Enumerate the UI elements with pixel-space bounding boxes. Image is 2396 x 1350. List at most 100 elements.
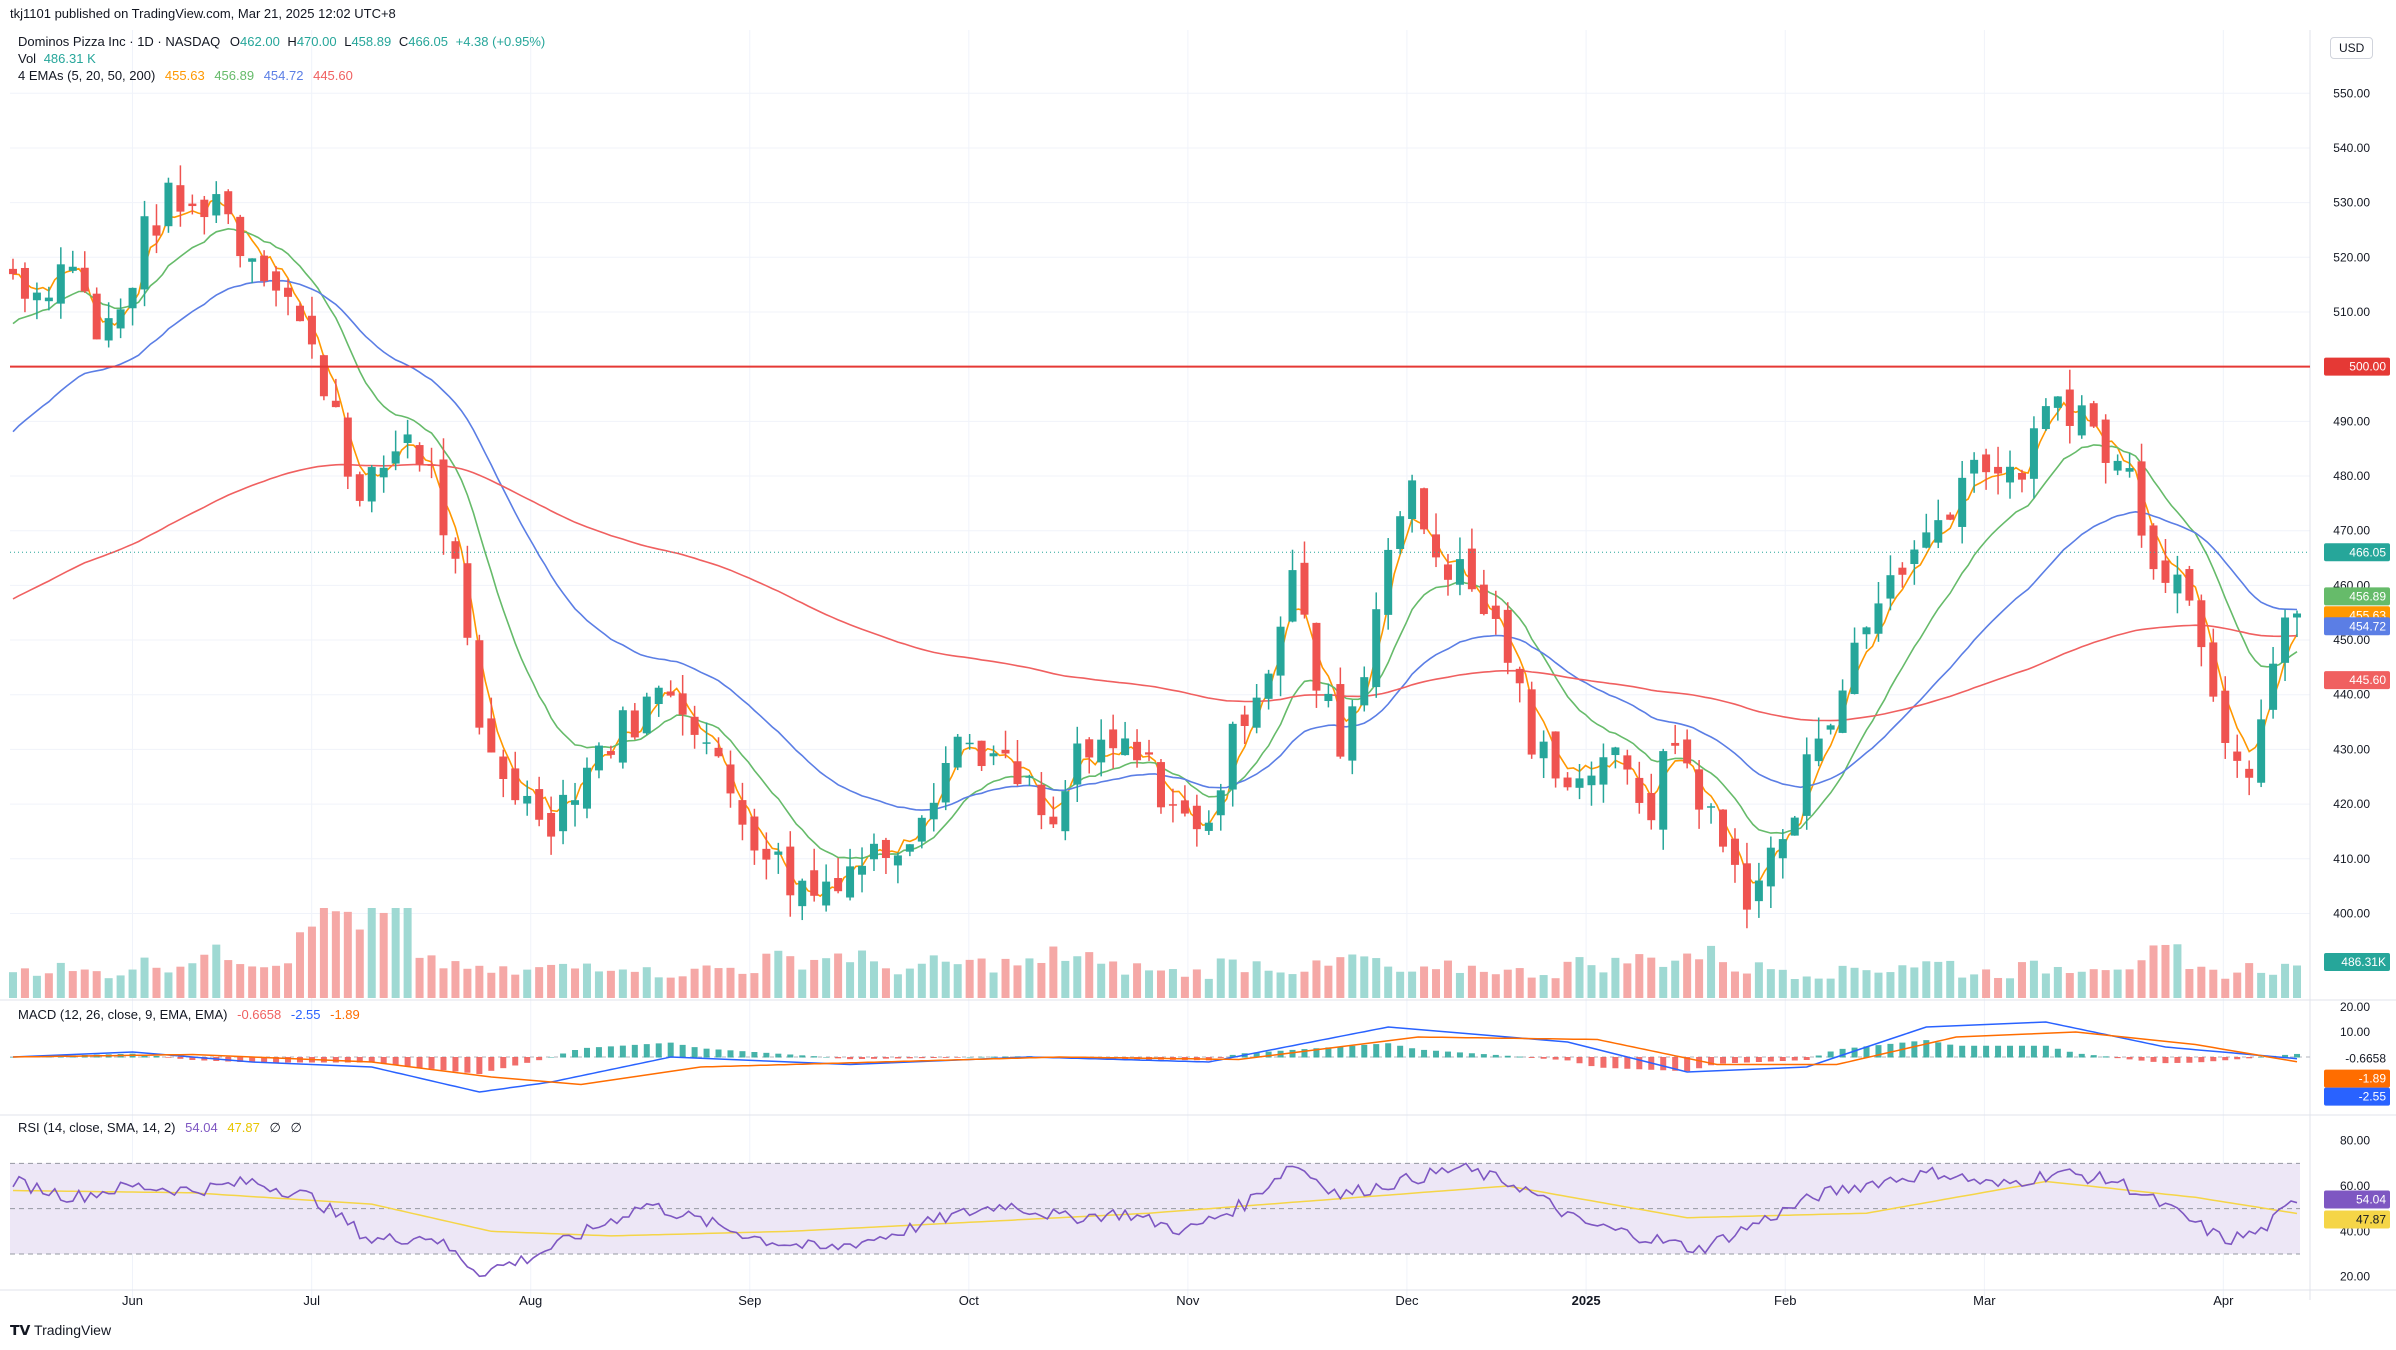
volume-bar: [523, 969, 532, 998]
macd-histogram-bar: [9, 1057, 16, 1058]
candle-body: [164, 182, 173, 227]
macd-histogram-bar: [1803, 1057, 1810, 1060]
candle-body: [1946, 514, 1955, 520]
macd-histogram-bar: [1265, 1051, 1272, 1058]
volume-bar: [140, 957, 149, 998]
volume-bar: [786, 956, 795, 998]
volume-bar: [905, 968, 914, 998]
tag-macd-signal-bg: [2324, 1069, 2390, 1088]
macd-histogram-bar: [1421, 1049, 1428, 1058]
candle-body: [1240, 714, 1249, 727]
volume-bar: [1599, 972, 1608, 998]
ema5-line: [12, 198, 2298, 898]
candle-body: [1539, 741, 1548, 759]
candle-body: [666, 691, 675, 696]
macd-histogram-bar: [2054, 1048, 2061, 1058]
candle-body: [1778, 839, 1787, 859]
candle-body: [834, 878, 843, 892]
tradingview-logo[interactable]: 𝗧𝗩 TradingView: [10, 1322, 111, 1339]
macd-histogram-bar: [2126, 1057, 2133, 1060]
time-tick-label: Feb: [1774, 1293, 1796, 1308]
ohlc-open-label: O: [229, 34, 241, 49]
macd-histogram-bar: [2282, 1054, 2289, 1058]
macd-histogram-bar: [1588, 1057, 1595, 1067]
candles[interactable]: [8, 165, 2302, 929]
volume-bar: [2197, 966, 2206, 998]
volume-bars: [8, 908, 2302, 998]
currency-button[interactable]: USD: [2330, 37, 2374, 59]
volume-bar: [1910, 967, 1919, 998]
candle-body: [606, 751, 615, 755]
volume-bar: [1061, 960, 1070, 998]
macd-histogram-bar: [1564, 1057, 1571, 1061]
volume-bar: [260, 967, 269, 998]
volume-bar: [1503, 969, 1512, 998]
volume-bar: [2209, 969, 2218, 998]
volume-bar: [355, 929, 364, 998]
candle-body: [1168, 804, 1177, 806]
candle-body: [1910, 549, 1919, 565]
macd-histogram-bar: [2246, 1057, 2253, 1059]
volume-bar: [319, 908, 328, 998]
tv-brand: TradingView: [34, 1322, 112, 1338]
candle-body: [798, 880, 807, 907]
candle-body: [1599, 757, 1608, 785]
candle-body: [893, 855, 902, 866]
macd-histogram-bar: [165, 1057, 172, 1058]
tag-500-bg: [2324, 357, 2390, 376]
macd-histogram-bar: [763, 1052, 770, 1058]
candle-body: [200, 199, 209, 218]
candle-body: [1647, 793, 1656, 821]
candle-body: [2137, 461, 2146, 536]
macd-histogram-bar: [273, 1057, 280, 1063]
candle-body: [2006, 466, 2015, 483]
ema-legend: 4 EMAs (5, 20, 50, 200) 455.63 456.89 45…: [18, 68, 353, 83]
macd-histogram-bar: [775, 1053, 782, 1058]
macd-histogram-bar: [1947, 1044, 1954, 1058]
macd-histogram-bar: [1743, 1057, 1750, 1063]
volume-bar: [367, 908, 376, 998]
macd-histogram-bar: [894, 1057, 901, 1059]
volume-bar: [1420, 966, 1429, 998]
candle-body: [1814, 738, 1823, 762]
price-tick-label: 520.00: [2333, 250, 2370, 264]
macd-histogram-bar: [1959, 1045, 1966, 1058]
volume-bar: [1192, 969, 1201, 998]
macd-histogram-bar: [990, 1056, 997, 1058]
volume-bar: [1037, 962, 1046, 998]
volume-bar: [1802, 976, 1811, 998]
volume-bar: [2293, 965, 2302, 998]
macd-histogram-bar: [1863, 1046, 1870, 1058]
macd-histogram-bar: [1289, 1049, 1296, 1058]
volume-bar: [1898, 965, 1907, 998]
price-tick-label: 540.00: [2333, 141, 2370, 155]
candle-body: [2233, 751, 2242, 761]
candle-body: [1790, 817, 1799, 836]
volume-bar: [284, 963, 293, 998]
macd-histogram-bar: [368, 1057, 375, 1063]
candle-body: [2077, 405, 2086, 436]
volume-bar: [1228, 959, 1237, 998]
macd-histogram-bar: [524, 1057, 531, 1063]
candle-body: [1707, 806, 1716, 808]
rsi-legend: RSI (14, close, SMA, 14, 2) 54.04 47.87 …: [18, 1120, 302, 1136]
candle-body: [499, 756, 508, 780]
volume-bar: [1479, 971, 1488, 998]
candle-body: [2245, 768, 2254, 778]
time-tick-label: Jul: [303, 1293, 320, 1308]
candle-body: [750, 816, 759, 851]
published-note: tkj1101 published on TradingView.com, Ma…: [10, 6, 396, 21]
candle-body: [1121, 738, 1130, 756]
volume-bar: [272, 965, 281, 998]
volume-bar: [1180, 976, 1189, 998]
volume-bar: [965, 959, 974, 998]
volume-bar: [2029, 960, 2038, 998]
candle-body: [642, 696, 651, 734]
volume-bar: [1814, 978, 1823, 998]
volume-bar: [559, 963, 568, 998]
macd-signal-value: -1.89: [330, 1007, 360, 1022]
volume-bar: [1276, 972, 1285, 998]
volume-bar: [1563, 961, 1572, 998]
